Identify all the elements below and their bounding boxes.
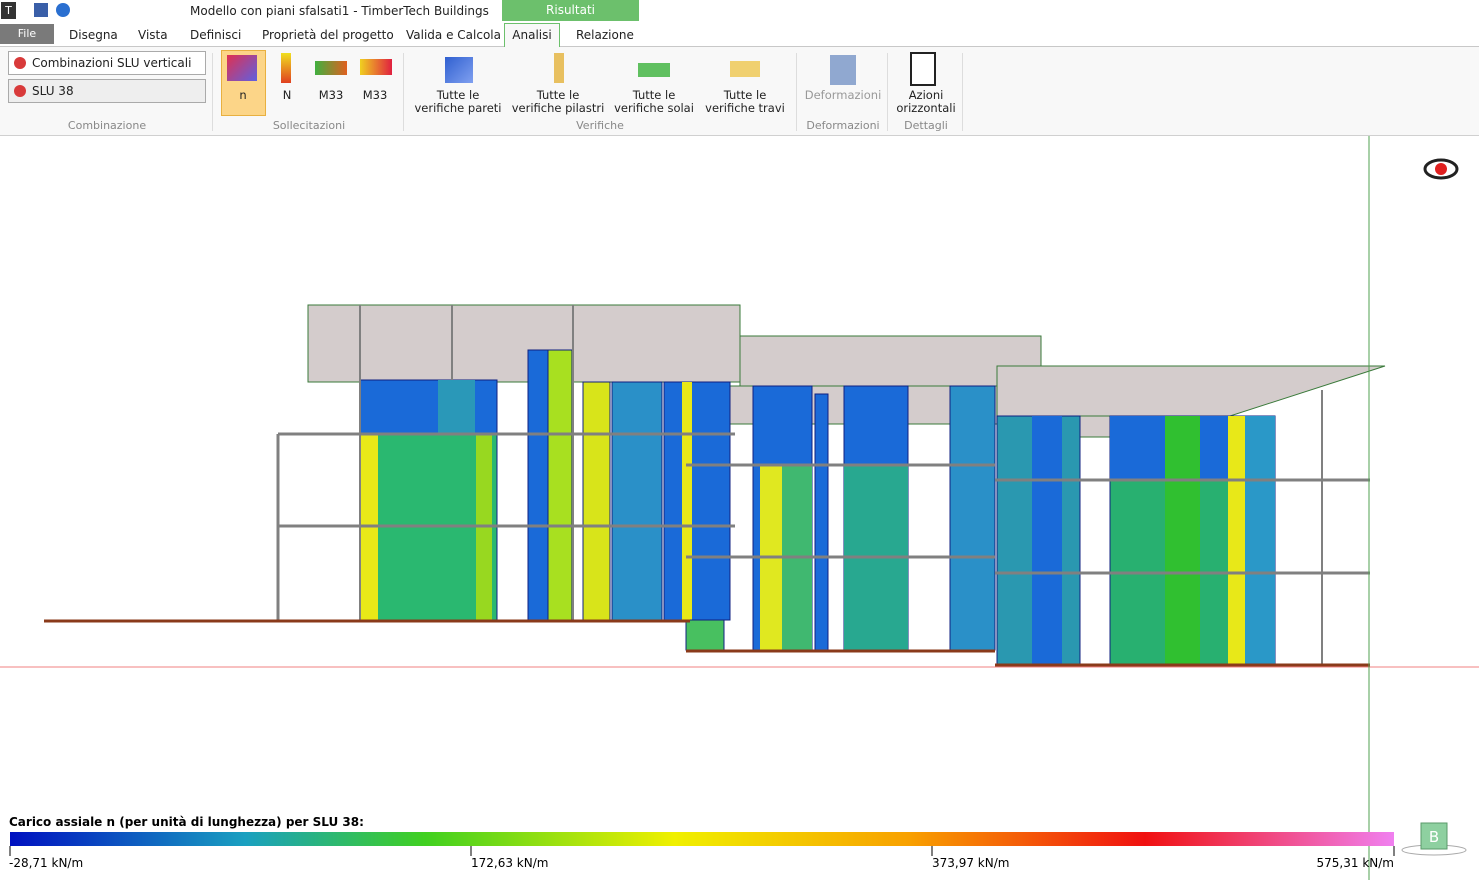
view-cube-label: B (1429, 828, 1439, 846)
foundations (44, 619, 1370, 667)
separator (212, 53, 213, 131)
visibility-toggle[interactable] (1423, 158, 1459, 180)
icon (910, 52, 936, 86)
text-line: Azioni (908, 88, 944, 102)
button-label[interactable]: Tutte le verifiche pareti (408, 89, 508, 115)
text-line: orizzontali (896, 101, 956, 115)
separator (796, 53, 797, 131)
dropdown-text: Combinazioni SLU verticali (32, 56, 192, 70)
tab[interactable]: Definisci (190, 28, 242, 42)
legend-title: Carico assiale n (per unità di lunghezza… (9, 815, 364, 829)
window-title: Modello con piani sfalsati1 - TimberTech… (190, 4, 489, 18)
button-label[interactable]: Tutte le verifiche travi (700, 89, 790, 115)
text-line: Tutte le (436, 88, 480, 102)
icon (227, 55, 257, 81)
button-label[interactable]: Tutte le verifiche pilastri (508, 89, 608, 115)
text-line: verifiche pareti (414, 101, 502, 115)
group-label: Combinazione (67, 119, 147, 132)
button-label[interactable]: M33 (362, 88, 388, 102)
icon (638, 63, 670, 77)
tab-active[interactable]: Analisi (504, 23, 560, 47)
scale-label: -28,71 kN/m (9, 856, 83, 870)
app-icon[interactable]: T (1, 2, 16, 19)
color-scale (10, 832, 1394, 846)
text-line: verifiche pilastri (511, 101, 605, 115)
scale-label: 172,63 kN/m (471, 856, 548, 870)
text-line: Tutte le (723, 88, 767, 102)
ribbon-tabs: File Disegna Vista Definisci Proprietà d… (0, 22, 1479, 47)
help-icon[interactable] (56, 3, 70, 17)
icon (554, 53, 564, 83)
scale-label: 575,31 kN/m (1317, 856, 1394, 870)
group-label: Deformazioni (806, 119, 880, 132)
title-bar: T Modello con piani sfalsati1 - TimberTe… (0, 0, 1479, 22)
button-label[interactable]: n (239, 88, 247, 102)
context-tab: Risultati (502, 0, 639, 21)
save-icon[interactable] (34, 3, 48, 17)
file-tab[interactable]: File (0, 24, 54, 44)
ribbon: Combinazioni SLU verticali SLU 38 Combin… (0, 47, 1479, 136)
scale-label: 373,97 kN/m (932, 856, 1009, 870)
tab[interactable]: Proprietà del progetto (262, 28, 394, 42)
separator (887, 53, 888, 131)
icon (730, 61, 760, 77)
icon (281, 53, 291, 83)
model-view: Carico assiale n (per unità di lunghezza… (0, 136, 1479, 880)
button-label[interactable]: N (282, 88, 292, 102)
icon (830, 55, 856, 85)
text-line: Tutte le (536, 88, 580, 102)
separator (962, 53, 963, 131)
button-label[interactable]: Deformazioni (804, 88, 882, 102)
text-line: verifiche solai (614, 101, 694, 115)
separator (403, 53, 404, 131)
combo-dropdown[interactable]: SLU 38 (8, 79, 206, 103)
button-label[interactable]: M33 (318, 88, 344, 102)
dropdown-text: SLU 38 (32, 84, 74, 98)
scale-ticks (9, 846, 1395, 856)
tab[interactable]: Valida e Calcola (406, 28, 501, 42)
text-line: verifiche travi (705, 101, 785, 115)
text-line: Tutte le (632, 88, 676, 102)
tab[interactable]: Vista (138, 28, 168, 42)
button-label[interactable]: Tutte le verifiche solai (608, 89, 700, 115)
group-label: Verifiche (576, 119, 624, 132)
frame (276, 305, 1370, 665)
view-cube[interactable]: B (1401, 822, 1467, 856)
button-label[interactable]: Azioni orizzontali (890, 89, 962, 115)
walls (359, 349, 1276, 666)
icon (445, 57, 473, 83)
icon (315, 61, 347, 75)
group-label: Sollecitazioni (272, 119, 346, 132)
tab[interactable]: Disegna (69, 28, 118, 42)
icon (360, 59, 392, 75)
tab[interactable]: Relazione (576, 28, 634, 42)
group-label: Dettagli (904, 119, 948, 132)
combo-dropdown[interactable]: Combinazioni SLU verticali (8, 51, 206, 75)
